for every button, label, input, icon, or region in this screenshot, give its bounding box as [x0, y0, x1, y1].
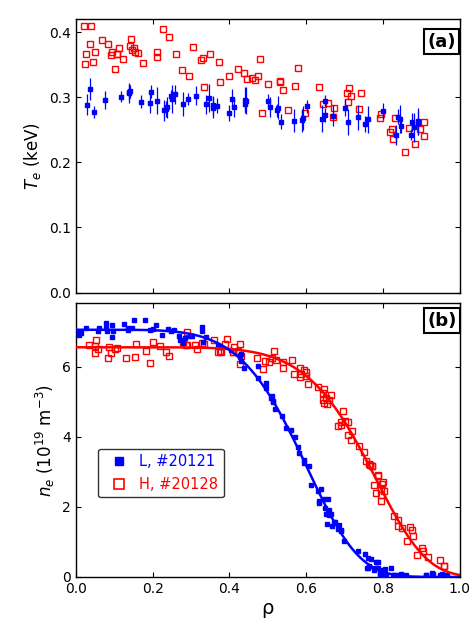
Text: (b): (b) [427, 312, 456, 330]
Y-axis label: $T_e$ (keV): $T_e$ (keV) [22, 122, 44, 190]
Y-axis label: $n_e$ ($10^{19}$ m$^{-3}$): $n_e$ ($10^{19}$ m$^{-3}$) [34, 384, 56, 496]
X-axis label: ρ: ρ [262, 598, 274, 618]
Text: (a): (a) [427, 33, 456, 51]
Legend: L, #20121, H, #20128: L, #20121, H, #20128 [99, 448, 224, 498]
